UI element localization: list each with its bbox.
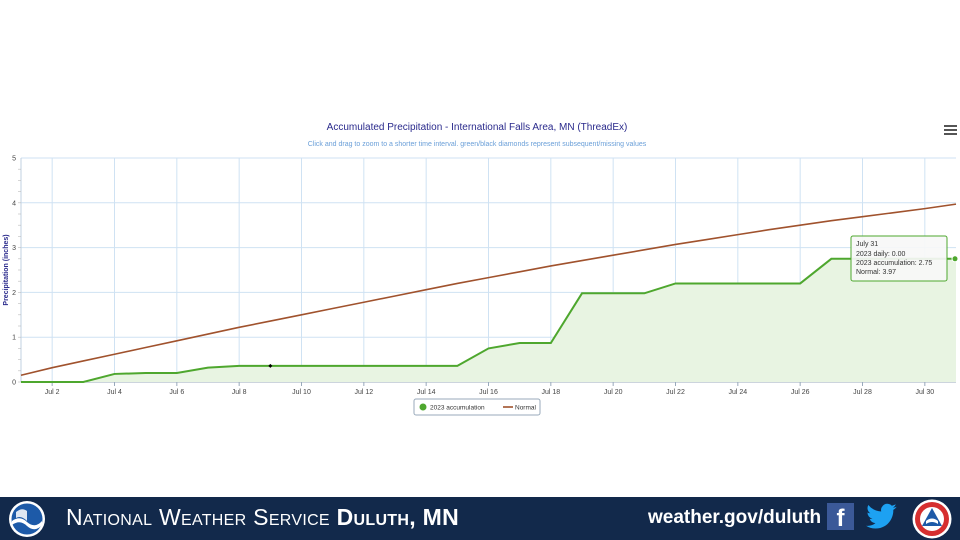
- normal-line: [20, 203, 957, 377]
- tooltip-line: 2023 accumulation: 2.75: [856, 260, 932, 267]
- office-name: Duluth, MN: [336, 504, 459, 530]
- x-tick-label: Jul 4: [107, 389, 122, 396]
- x-tick-label: Jul 28: [853, 389, 872, 396]
- tooltip-line: Normal: 3.97: [856, 269, 896, 276]
- tooltip-box: [850, 235, 948, 282]
- legend-marker-accumulation: [419, 403, 427, 411]
- chart-svg[interactable]: Accumulated Precipitation - Internationa…: [0, 110, 960, 420]
- y-tick-label: 1: [12, 335, 16, 342]
- x-tick-label: Jul 10: [292, 389, 311, 396]
- accumulation-point: [580, 291, 584, 295]
- legend-label-accumulation[interactable]: 2023 accumulation: [430, 405, 485, 412]
- accumulation-point: [798, 281, 802, 285]
- office-title: National Weather Service Duluth, MN: [66, 504, 459, 531]
- accumulation-area: [21, 258, 956, 382]
- x-tick-label: Jul 30: [915, 389, 934, 396]
- accumulation-point: [300, 364, 304, 368]
- tooltip-title: July 31: [856, 241, 878, 248]
- x-tick-label: Jul 16: [479, 389, 498, 396]
- twitter-icon[interactable]: [866, 503, 898, 531]
- accumulation-point: [674, 281, 678, 285]
- footer-bar: National Weather Service Duluth, MN weat…: [0, 497, 960, 540]
- accumulation-point: [424, 364, 428, 368]
- missing-value-diamond: [268, 363, 273, 368]
- accumulation-point: [611, 291, 615, 295]
- accumulation-point: [455, 364, 459, 368]
- x-tick-label: Jul 12: [354, 389, 373, 396]
- legend-label-normal[interactable]: Normal: [515, 405, 537, 412]
- accumulation-point: [206, 366, 210, 370]
- legend-box: [413, 398, 541, 416]
- accumulation-point: [144, 371, 148, 375]
- noaa-logo: [9, 501, 45, 537]
- y-tick-label: 5: [12, 156, 16, 163]
- x-tick-label: Jul 24: [728, 389, 747, 396]
- accumulation-point: [642, 291, 646, 295]
- x-tick-label: Jul 20: [604, 389, 623, 396]
- accumulation-point: [518, 341, 522, 345]
- accumulation-point: [705, 281, 709, 285]
- x-tick-label: Jul 22: [666, 389, 685, 396]
- chart-menu-icon[interactable]: [944, 125, 957, 136]
- chart-title: Accumulated Precipitation - Internationa…: [327, 122, 628, 133]
- x-tick-label: Jul 6: [169, 389, 184, 396]
- accumulation-point: [113, 372, 117, 376]
- accumulation-point: [393, 364, 397, 368]
- y-tick-label: 3: [12, 245, 16, 252]
- chart-subtitle: Click and drag to zoom to a shorter time…: [308, 141, 647, 148]
- facebook-icon[interactable]: f: [827, 503, 854, 532]
- accumulation-point: [549, 341, 553, 345]
- x-tick-label: Jul 8: [232, 389, 247, 396]
- y-tick-label: 0: [12, 380, 16, 387]
- hover-point: [951, 255, 959, 263]
- nws-logo: [912, 499, 952, 539]
- accumulation-point: [767, 281, 771, 285]
- accumulation-point: [237, 364, 241, 368]
- accumulation-point: [736, 281, 740, 285]
- accumulation-point: [362, 364, 366, 368]
- x-tick-label: Jul 14: [417, 389, 436, 396]
- accumulation-point: [487, 346, 491, 350]
- tooltip-line: 2023 daily: 0.00: [856, 251, 906, 258]
- accumulation-point: [19, 380, 23, 384]
- precipitation-chart[interactable]: Accumulated Precipitation - Internationa…: [0, 110, 960, 420]
- x-tick-label: Jul 2: [45, 389, 60, 396]
- accumulation-point: [50, 380, 54, 384]
- x-tick-label: Jul 26: [791, 389, 810, 396]
- accumulation-point: [331, 364, 335, 368]
- accumulation-point: [175, 371, 179, 375]
- accumulation-point: [81, 380, 85, 384]
- y-tick-label: 4: [12, 200, 16, 207]
- accumulation-line: [21, 257, 956, 383]
- website-link[interactable]: weather.gov/duluth: [648, 507, 822, 528]
- x-tick-label: Jul 18: [541, 389, 560, 396]
- y-axis-label: Precipitation (inches): [3, 234, 10, 305]
- agency-name: National Weather Service: [66, 504, 330, 530]
- accumulation-point: [829, 257, 833, 261]
- y-tick-label: 2: [12, 290, 16, 297]
